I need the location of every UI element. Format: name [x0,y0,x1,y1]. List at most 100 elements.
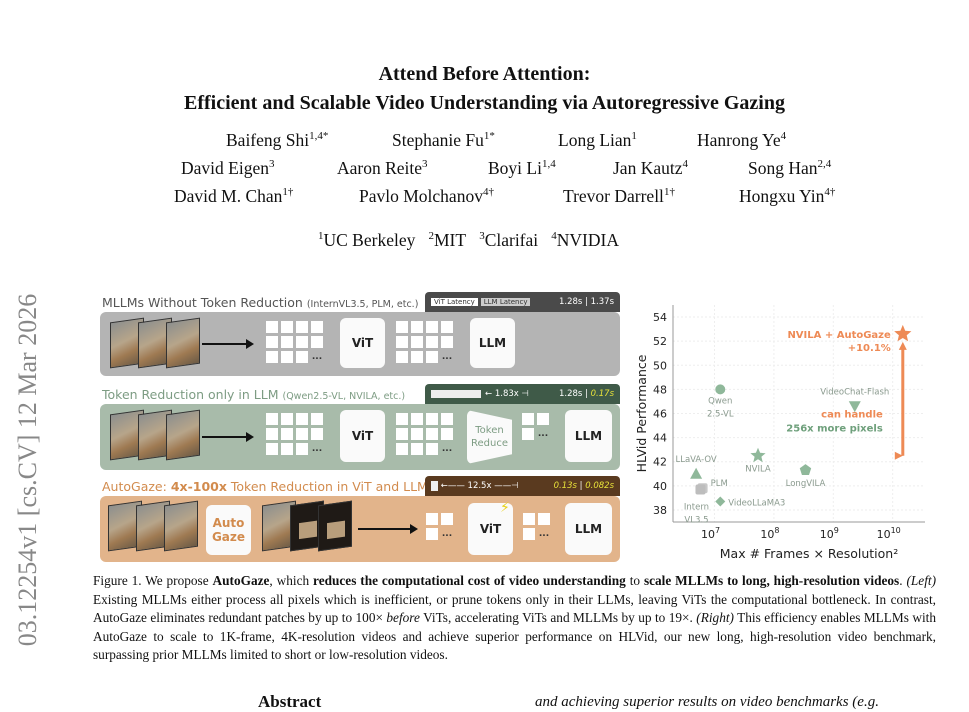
author: Hongxu Yin4† [739,186,836,206]
point-label: VL3.5 [684,515,708,525]
x-tick-label: 1010 [877,526,901,541]
annotation-line1: can handle [821,410,883,421]
lightning-icon: ⚡ [500,500,510,516]
marker-nvila [750,447,766,463]
y-tick-label: 46 [653,408,667,421]
llm-latency: 0.17s [590,389,614,399]
llm-block: LLM [565,503,612,555]
paper-title-line2: Efficient and Scalable Video Understandi… [184,92,785,114]
arrow-icon [202,432,254,442]
marker-videochat-flash [848,401,861,413]
x-tick-label: 109 [820,526,839,541]
video-frame-image [166,409,200,461]
vit-block: ViT [340,410,385,462]
arrow-icon [358,524,418,534]
marker-videollama3 [715,496,726,507]
author: Pavlo Molchanov4† [359,186,494,206]
annotation-line2: 256x more pixels [786,424,883,435]
marker-qwen-2-5-vl [715,384,726,395]
panel1-latency-bar: ViT Latency LLM Latency 1.28s | 1.37s [425,292,620,312]
speedup-label: 12.5x [467,481,492,491]
author: Trevor Darrell1† [563,186,675,206]
author: David Eigen3 [181,158,275,178]
token-grid: ... [523,513,550,540]
video-frame-image [318,500,352,552]
marker-longvila [799,464,812,476]
token-grid: ... [266,321,323,363]
point-label: Qwen [708,396,732,406]
point-label: VideoChat-Flash [820,387,889,397]
point-label: NVILA [745,465,771,475]
author: Hanrong Ye4 [697,130,787,150]
point-label: VideoLLaMA3 [728,499,785,509]
vit-latency: 1.28s [559,297,583,307]
token-reduce-block: Token Reduce [467,410,512,464]
vit-latency: 0.13s [553,481,577,491]
llm-latency: 1.37s [590,297,614,307]
point-label: Intern [684,502,709,512]
legend-llm-latency: LLM Latency [480,298,531,306]
point-label: LongVILA [786,479,826,489]
affiliation: 3Clarifai [479,230,539,250]
point-label: 2.5-VL [707,409,734,419]
marker-intern-vl3-5 [695,484,706,495]
author: Baifeng Shi1,4* [226,130,329,150]
x-tick-label: 107 [701,526,720,541]
y-axis-label: HLVid Performance [634,354,649,472]
marker-llava-ov [690,467,703,479]
token-grid: ... [396,321,453,363]
y-tick-label: 40 [653,480,667,493]
right-column-text: and achieving superior results on video … [535,694,879,710]
author: Aaron Reite3 [337,158,428,178]
author: Boyi Li1,4 [488,158,556,178]
speedup-label: 1.83x [494,389,519,399]
arrow-head [898,341,907,350]
vit-latency: 1.28s [559,389,583,399]
token-grid: ... [426,513,453,540]
author: Stephanie Fu1* [392,130,495,150]
point-label: PLM [711,479,728,489]
marker-nvila-autogaze [894,324,912,342]
hlvid-scatter-chart: 38 40 42 44 46 48 50 52 54 107 108 109 1010 Max # Fra… [634,305,925,561]
llm-block: LLM [565,410,612,462]
abstract-heading: Abstract [258,692,322,711]
video-frame-image [166,317,200,369]
author: Song Han2,4 [748,158,832,178]
arrow-head [894,451,903,460]
y-tick-label: 48 [653,383,667,396]
vit-block: ViT [468,503,513,555]
y-tick-label: 50 [653,359,667,372]
y-tick-label: 38 [653,504,667,517]
panel2-latency-bar: ← 1.83x ⊣ 1.28s | 0.17s [425,384,620,404]
panel3-title: AutoGaze: 4x-100x Token Reduction in ViT… [102,479,428,494]
point-label: +10.1% [848,343,891,354]
video-frame-image [164,500,198,552]
affiliation: 4NVIDIA [551,230,619,250]
figure-caption: Figure 1. We propose AutoGaze, which red… [93,573,937,663]
y-tick-label: 54 [653,311,667,324]
y-tick-label: 52 [653,335,667,348]
token-grid: ... [396,413,453,455]
author: David M. Chan1† [174,186,294,206]
llm-block: LLM [470,318,515,368]
y-tick-label: 42 [653,456,667,469]
token-grid: ... [266,413,323,455]
arrow-icon [202,339,254,349]
llm-latency: 0.082s [585,481,614,491]
vit-block: ViT [340,318,385,368]
point-label: LLaVA-OV [675,455,716,465]
legend-vit-latency: ViT Latency [431,298,478,306]
author: Long Lian1 [558,130,637,150]
affiliations: 1UC Berkeley 2MIT 3Clarifai 4NVIDIA [318,230,619,251]
x-tick-label: 108 [760,526,779,541]
panel2-title: Token Reduction only in LLM (Qwen2.5-VL,… [102,387,406,402]
point-label: NVILA + AutoGaze [787,330,891,341]
affiliation: 2MIT [428,230,467,250]
x-axis-label: Max # Frames × Resolution² [720,546,898,561]
autogaze-block: Auto Gaze [206,505,251,555]
token-grid: ... [522,413,549,440]
author: Jan Kautz4 [613,158,688,178]
affiliation: 1UC Berkeley [318,230,416,250]
paper-title-line1: Attend Before Attention: [378,63,591,85]
panel1-title: MLLMs Without Token Reduction (InternVL3… [102,295,419,310]
